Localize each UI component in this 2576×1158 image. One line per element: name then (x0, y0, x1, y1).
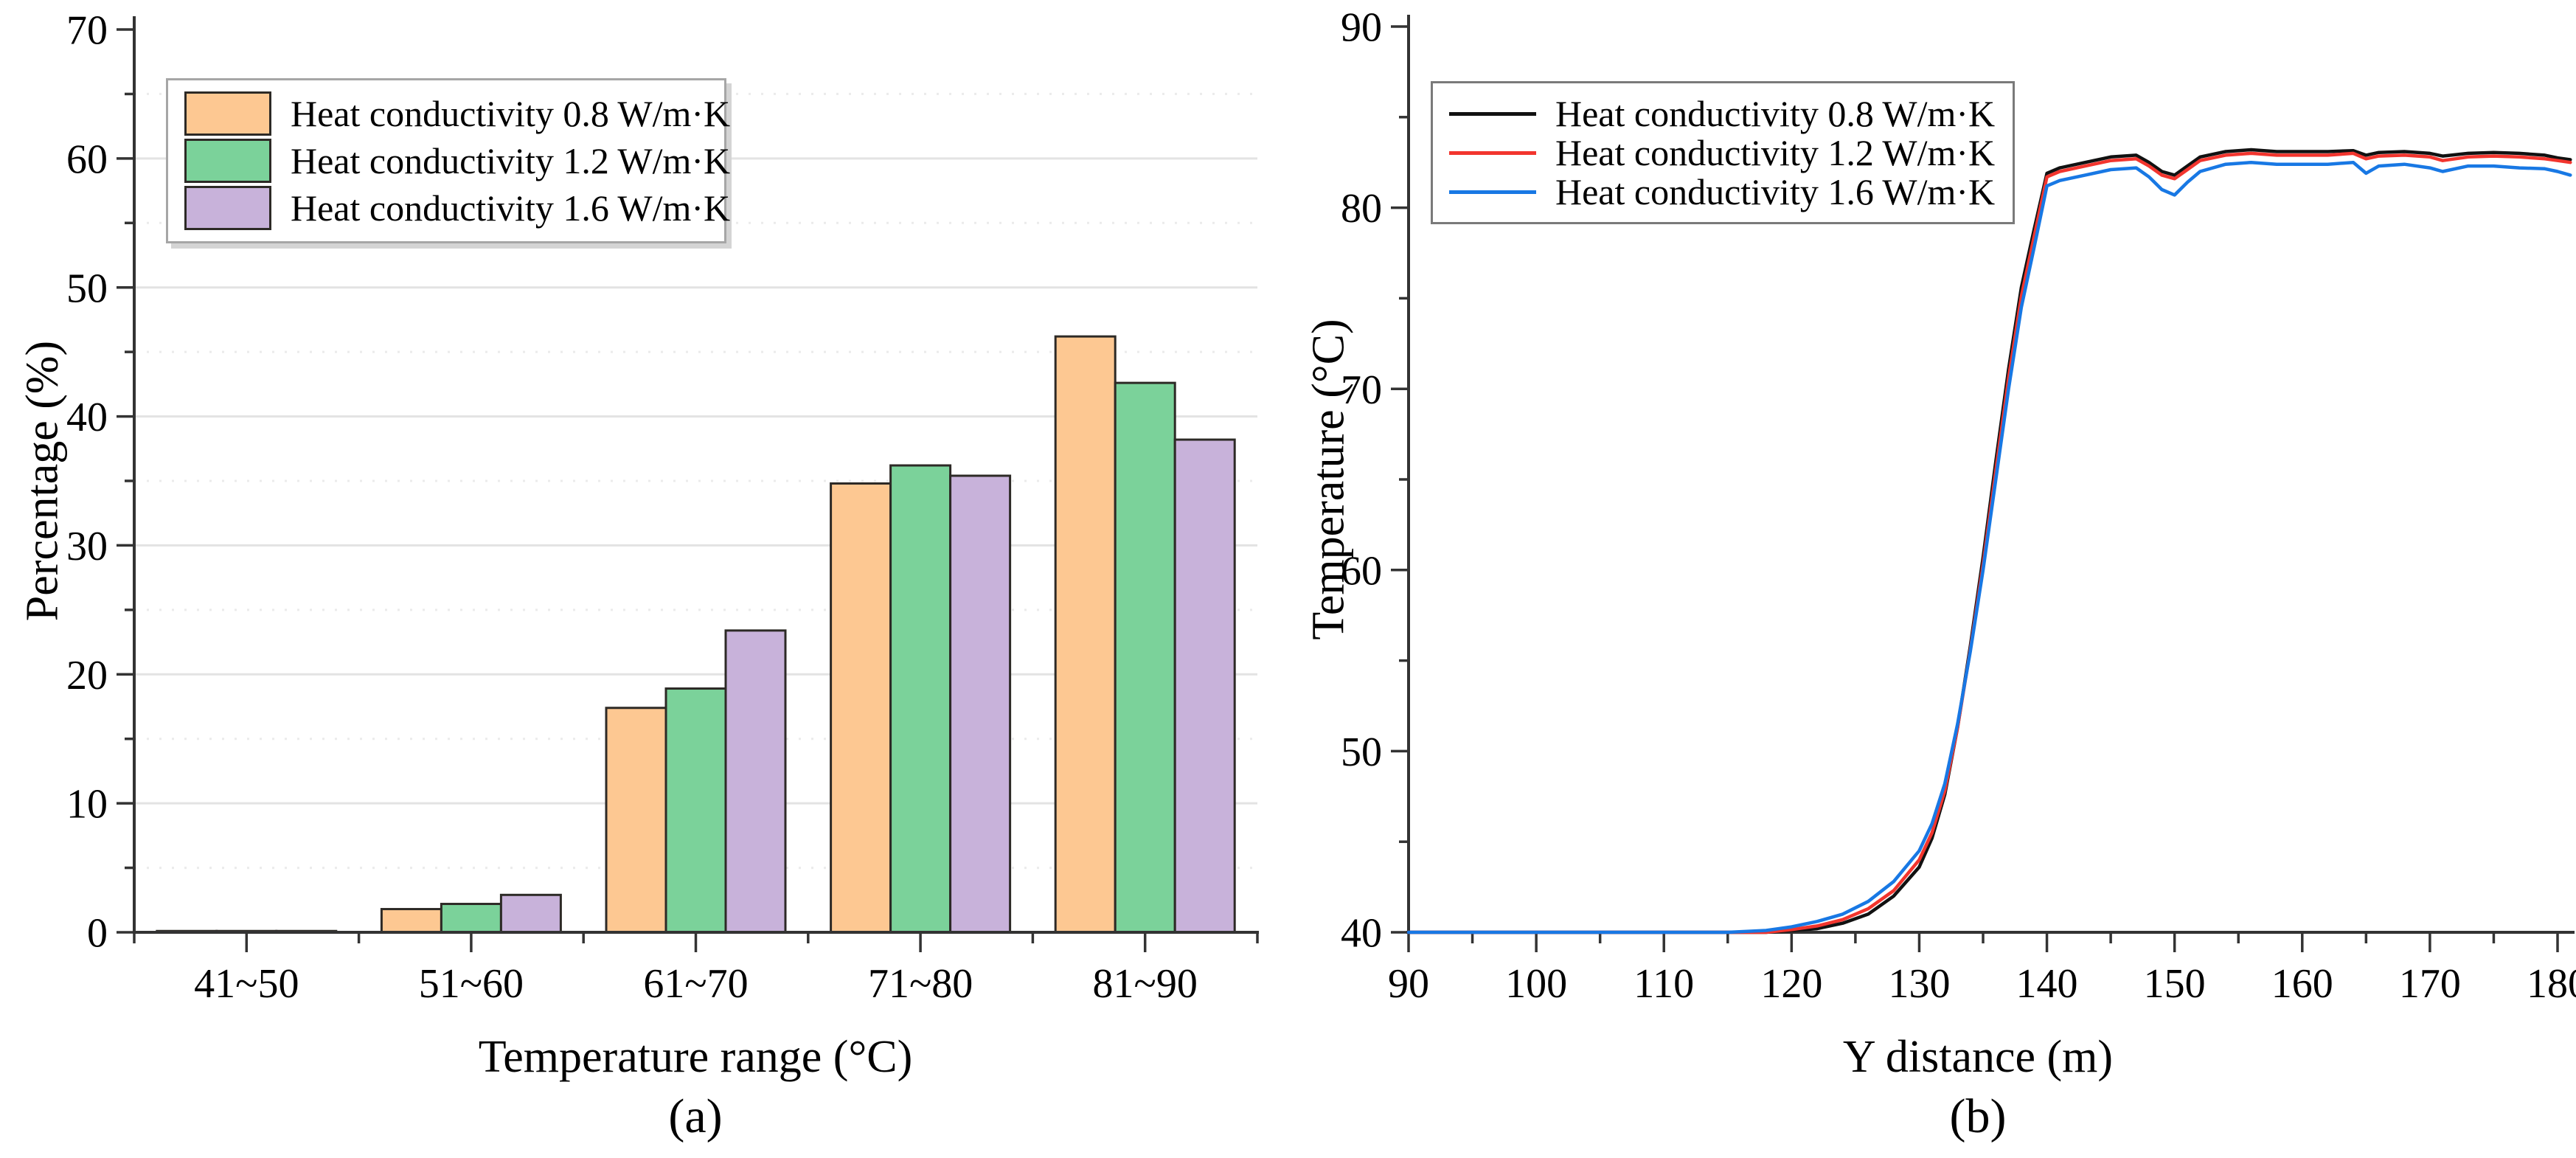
x-tick-label: 170 (2399, 961, 2461, 1007)
series-swatch-purple (184, 186, 271, 230)
legend-row: Heat conductivity 1.2 W/m·K (184, 139, 730, 183)
y-tick-label: 0 (87, 911, 108, 957)
y-tick-label: 60 (1341, 548, 1382, 594)
legend-entry-label: Heat conductivity 1.2 W/m·K (291, 140, 731, 181)
bar (380, 908, 442, 934)
bar (889, 464, 952, 934)
series-swatch-orange (184, 91, 271, 136)
y-tick-label: 50 (1341, 729, 1382, 775)
x-tick-label: 120 (1760, 961, 1822, 1007)
legend-entry-label: Heat conductivity 1.2 W/m·K (1555, 132, 1996, 173)
legend-row: Heat conductivity 1.6 W/m·K (184, 186, 730, 230)
bar (830, 482, 892, 934)
bar (949, 474, 1012, 934)
data-series (1406, 148, 2572, 935)
y-tick-label: 60 (66, 136, 108, 182)
bar (440, 903, 502, 934)
x-tick-label: 71~80 (868, 961, 973, 1007)
x-tick-label: 180 (2527, 961, 2576, 1007)
legend-entry-label: Heat conductivity 1.6 W/m·K (291, 187, 731, 229)
x-tick-label: 140 (2016, 961, 2078, 1007)
panel-b-caption: (b) (1949, 1089, 2007, 1143)
x-ticks: 41~50 51~60 61~70 71~80 81~90 (133, 932, 1259, 1007)
x-tick-label: 150 (2144, 961, 2206, 1007)
legend-row: Heat conductivity 0.8 W/m·K (1449, 95, 1996, 132)
panel-b-legend: Heat conductivity 0.8 W/m·K Heat conduct… (1431, 81, 2015, 224)
panel-b-line-chart: 40 50 60 70 80 90 90 100 110 120 130 140 150 160 170 18… (1341, 5, 2576, 1007)
x-tick-label: 160 (2271, 961, 2333, 1007)
legend-entry-label: Heat conductivity 1.6 W/m·K (1555, 171, 1996, 212)
panel-b-xlabel: Y distance (m) (1842, 1032, 2114, 1082)
y-tick-label: 30 (66, 524, 108, 569)
panel-a-legend: Heat conductivity 0.8 W/m·K Heat conduct… (166, 78, 730, 243)
x-ticks: 90 100 110 120 130 140 150 160 170 180 (1388, 932, 2576, 1007)
bar (605, 707, 667, 934)
panel-a-caption: (a) (668, 1089, 723, 1143)
legend-row: Heat conductivity 0.8 W/m·K (184, 91, 730, 136)
y-tick-label: 40 (66, 395, 108, 440)
series-line (1406, 160, 2572, 935)
panel-a-ylabel: Percentage (%) (17, 340, 68, 622)
y-ticks: 40 50 60 70 80 90 (1341, 5, 1409, 957)
x-tick-label: 90 (1388, 961, 1429, 1007)
panel-b-ylabel: Temperature (°C) (1303, 319, 1354, 640)
y-tick-label: 80 (1341, 186, 1382, 232)
bar (1054, 335, 1117, 934)
x-tick-label: 61~70 (643, 961, 748, 1007)
y-tick-label: 90 (1341, 5, 1382, 51)
bar (664, 687, 727, 934)
bar-groups (156, 335, 1236, 934)
bar (1114, 381, 1176, 934)
y-tick-label: 20 (66, 653, 108, 698)
y-tick-label: 70 (1341, 367, 1382, 413)
legend-entry-label: Heat conductivity 0.8 W/m·K (291, 93, 731, 134)
series-swatch-green (184, 139, 271, 183)
bar (724, 629, 787, 934)
legend-row: Heat conductivity 1.2 W/m·K (1449, 134, 1996, 171)
x-tick-label: 41~50 (194, 961, 299, 1007)
series-line-swatch-black (1449, 111, 1536, 116)
bar (499, 893, 562, 934)
series-line (1406, 148, 2572, 935)
series-line-swatch-red (1449, 150, 1536, 155)
legend-row: Heat conductivity 1.6 W/m·K (1449, 173, 1996, 210)
series-line (1406, 151, 2572, 935)
y-tick-label: 50 (66, 266, 108, 311)
y-ticks: 0 10 20 30 40 50 60 70 (66, 8, 134, 957)
series-line-swatch-blue (1449, 190, 1536, 194)
y-tick-label: 10 (66, 782, 108, 828)
panel-a-xlabel: Temperature range (°C) (478, 1032, 913, 1082)
y-tick-label: 70 (66, 8, 108, 54)
bar (1173, 438, 1236, 934)
x-tick-label: 100 (1505, 961, 1567, 1007)
legend-entry-label: Heat conductivity 0.8 W/m·K (1555, 93, 1996, 134)
x-tick-label: 130 (1888, 961, 1950, 1007)
x-tick-label: 110 (1634, 961, 1694, 1007)
x-tick-label: 81~90 (1093, 961, 1198, 1007)
y-tick-label: 40 (1341, 911, 1382, 957)
x-tick-label: 51~60 (419, 961, 524, 1007)
